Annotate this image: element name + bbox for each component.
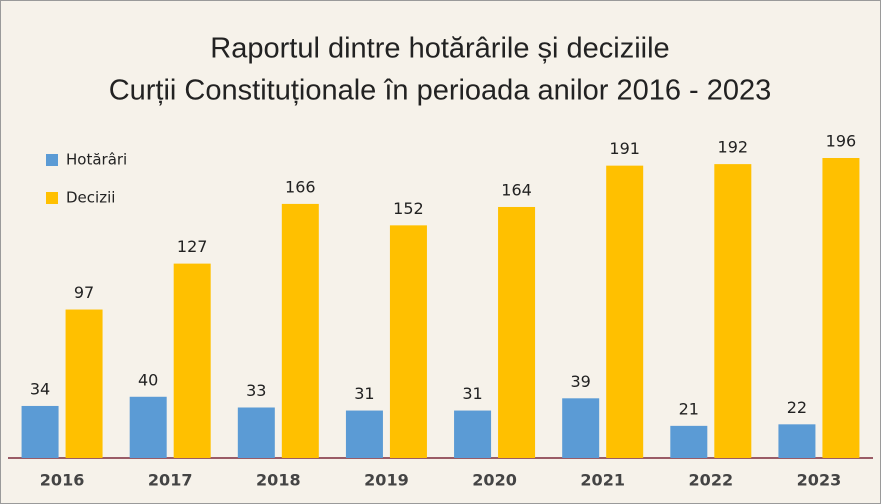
x-tick-label: 2023 bbox=[797, 471, 842, 490]
bar bbox=[778, 424, 816, 458]
data-label: 34 bbox=[30, 379, 50, 398]
data-label: 21 bbox=[679, 399, 699, 418]
x-tick-label: 2020 bbox=[472, 471, 517, 490]
x-tick-label: 2017 bbox=[148, 471, 193, 490]
bar bbox=[345, 410, 383, 458]
legend-label: Hotărâri bbox=[66, 151, 127, 169]
bar bbox=[670, 425, 708, 458]
bar bbox=[21, 405, 59, 458]
data-label: 31 bbox=[462, 384, 482, 403]
bar bbox=[389, 225, 427, 458]
bar bbox=[498, 206, 536, 458]
data-label: 97 bbox=[74, 283, 94, 302]
bar bbox=[281, 203, 319, 458]
data-label: 166 bbox=[285, 177, 316, 196]
data-label: 192 bbox=[718, 138, 749, 157]
data-label: 39 bbox=[571, 372, 591, 391]
bar bbox=[454, 410, 492, 458]
data-label: 196 bbox=[826, 132, 857, 151]
chart-title: Curții Constituționale în perioada anilo… bbox=[109, 75, 772, 107]
data-label: 33 bbox=[246, 381, 266, 400]
bar bbox=[606, 165, 644, 458]
data-label: 191 bbox=[609, 139, 640, 158]
bar bbox=[173, 263, 211, 458]
x-tick-label: 2021 bbox=[580, 471, 625, 490]
data-label: 31 bbox=[354, 384, 374, 403]
bar bbox=[129, 396, 167, 458]
data-label: 164 bbox=[501, 180, 532, 199]
bar bbox=[822, 158, 860, 458]
bar bbox=[562, 398, 600, 458]
bar bbox=[237, 407, 275, 458]
x-tick-label: 2016 bbox=[40, 471, 85, 490]
legend-swatch bbox=[46, 154, 58, 166]
x-tick-label: 2018 bbox=[256, 471, 301, 490]
chart-title: Raportul dintre hotărârile și deciziile bbox=[210, 33, 669, 65]
data-label: 152 bbox=[393, 199, 424, 218]
data-label: 22 bbox=[787, 398, 807, 417]
bar bbox=[65, 309, 103, 458]
bar bbox=[714, 164, 752, 459]
data-label: 127 bbox=[177, 237, 208, 256]
x-tick-label: 2022 bbox=[689, 471, 734, 490]
data-label: 40 bbox=[138, 370, 158, 389]
x-tick-label: 2019 bbox=[364, 471, 409, 490]
legend-swatch bbox=[46, 192, 58, 204]
legend-label: Decizii bbox=[66, 189, 115, 207]
